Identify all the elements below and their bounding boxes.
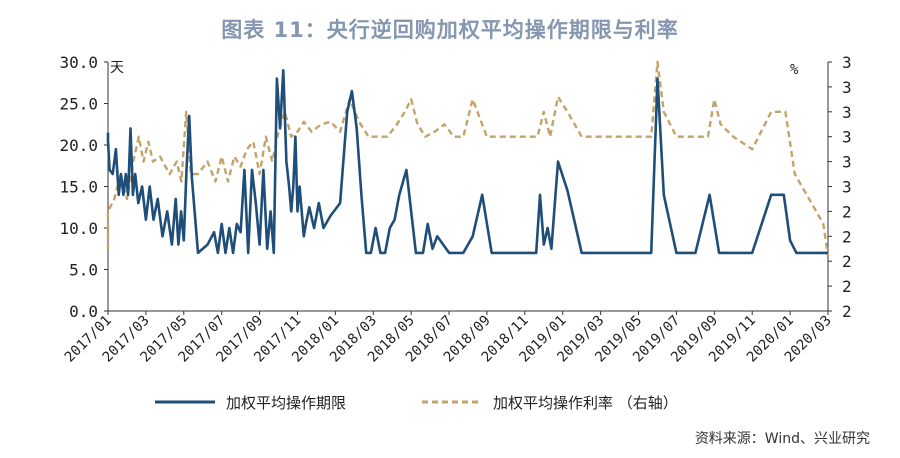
right-tick-label: 3 xyxy=(842,153,852,172)
chart-title: 图表 11：央行逆回购加权平均操作期限与利率 xyxy=(221,18,679,42)
right-tick-label: 2 xyxy=(842,252,852,271)
right-tick-label: 2 xyxy=(842,227,852,246)
right-tick-label: 3 xyxy=(842,53,852,72)
left-tick-label: 0.0 xyxy=(69,302,98,321)
series-duration-line xyxy=(106,69,828,255)
legend-duration-label: 加权平均操作期限 xyxy=(226,394,346,412)
left-tick-label: 5.0 xyxy=(69,261,98,280)
left-axis-unit: 天 xyxy=(110,60,124,76)
left-tick-label: 25.0 xyxy=(59,95,98,114)
legend-rate-label: 加权平均操作利率 （右轴） xyxy=(493,394,678,412)
right-axis-unit: % xyxy=(790,62,799,78)
right-tick-label: 2 xyxy=(842,202,852,221)
left-tick-label: 10.0 xyxy=(59,219,98,238)
right-tick-label: 2 xyxy=(842,277,852,296)
right-tick-label: 3 xyxy=(842,78,852,97)
series-rate-line xyxy=(106,60,830,257)
left-tick-label: 15.0 xyxy=(59,178,98,197)
left-tick-label: 20.0 xyxy=(59,136,98,155)
source-note: 资料来源：Wind、兴业研究 xyxy=(694,431,870,447)
right-tick-label: 2 xyxy=(842,302,852,321)
right-tick-label: 3 xyxy=(842,128,852,147)
right-tick-label: 3 xyxy=(842,178,852,197)
right-tick-label: 3 xyxy=(842,103,852,122)
left-tick-label: 30.0 xyxy=(59,53,98,72)
